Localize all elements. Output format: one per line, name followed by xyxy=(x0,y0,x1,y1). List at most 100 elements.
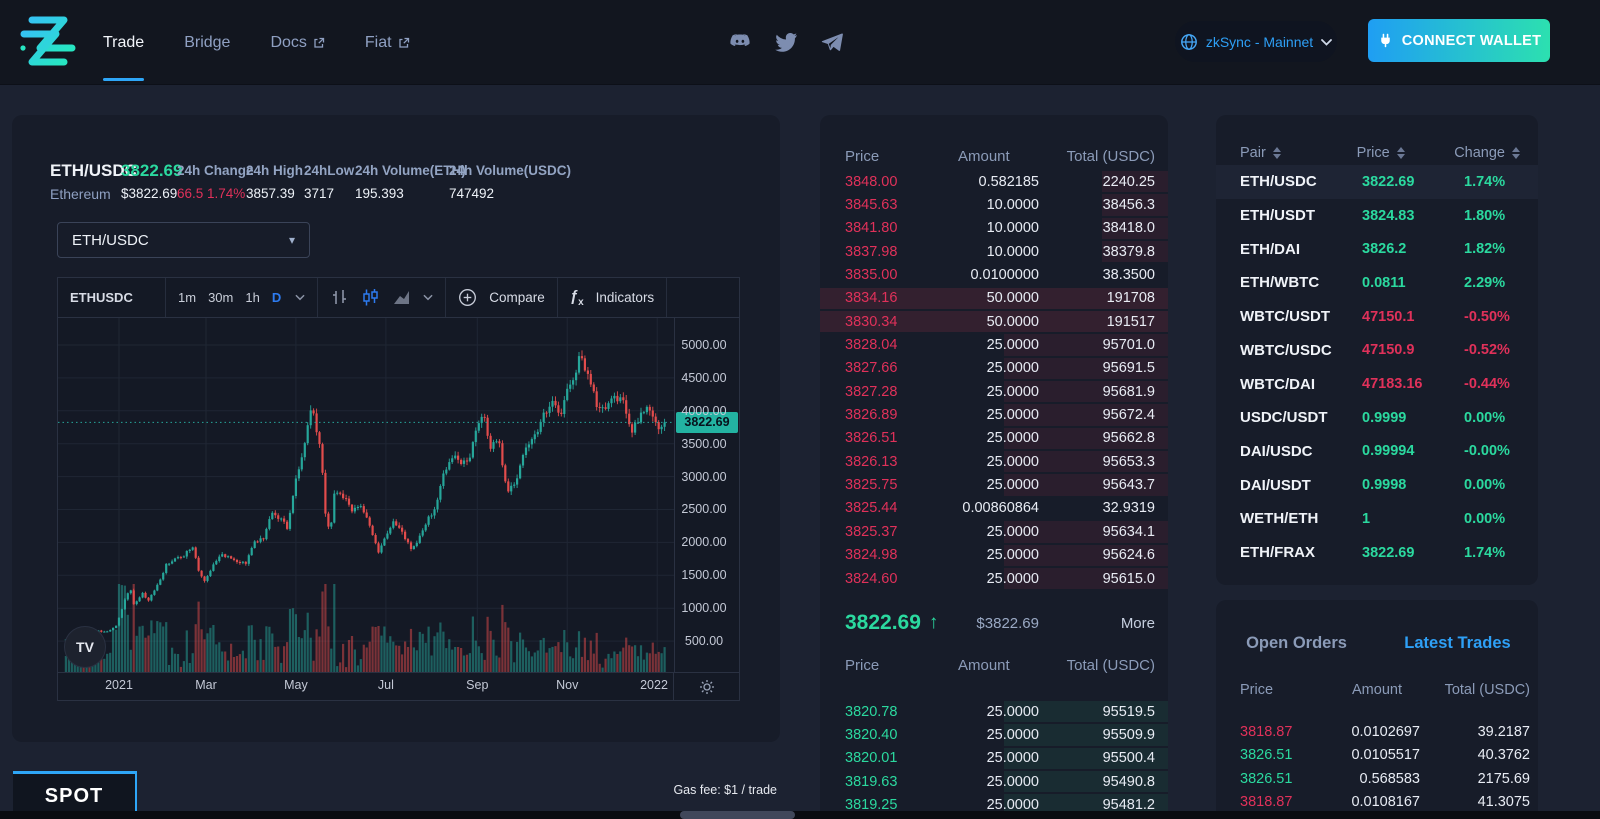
market-row-dai-usdc[interactable]: DAI/USDC 0.99994 -0.00% xyxy=(1216,435,1538,469)
depth-bar xyxy=(1004,567,1168,590)
more-link[interactable]: More xyxy=(1120,614,1155,632)
amount-cell: 0.0100000 xyxy=(970,267,1039,284)
chevron-down-icon[interactable] xyxy=(423,294,433,301)
chart-toolbar: ETHUSDC 1m 30m 1h D xyxy=(58,278,739,318)
market-row-eth-usdt[interactable]: ETH/USDT 3824.83 1.80% xyxy=(1216,199,1538,233)
price-cell: 3835.00 xyxy=(845,267,898,284)
trade-row[interactable]: 3818.87 0.0108167 41.3075 xyxy=(1240,791,1530,815)
total-cell: 95643.7 xyxy=(1102,477,1155,494)
trade-row[interactable]: 3826.51 0.568583 2175.69 xyxy=(1240,767,1530,791)
network-selector[interactable]: zkSync - Mainnet xyxy=(1175,21,1337,62)
market-row-wbtc-usdc[interactable]: WBTC/USDC 47150.9 -0.52% xyxy=(1216,334,1538,368)
compare-button[interactable]: Compare xyxy=(446,278,558,317)
bid-row[interactable]: 3819.25 25.0000 95481.2 xyxy=(820,793,1168,816)
ask-row[interactable]: 3824.98 25.0000 95624.6 xyxy=(820,544,1168,567)
ask-row[interactable]: 3830.34 50.0000 191517 xyxy=(820,310,1168,333)
market-row-eth-wbtc[interactable]: ETH/WBTC 0.0811 2.29% xyxy=(1216,266,1538,300)
market-price: 0.0811 xyxy=(1362,274,1406,291)
time-tick: Mar xyxy=(195,678,217,692)
market-pair: WBTC/USDT xyxy=(1240,308,1330,326)
price-tick: 3500.00 xyxy=(681,436,727,451)
timeframe-D[interactable]: D xyxy=(271,290,282,305)
last-price: 3822.69 xyxy=(845,611,921,634)
nav-link-bridge[interactable]: Bridge xyxy=(184,0,230,85)
trades-tabs: Open Orders Latest Trades xyxy=(1216,634,1538,653)
col-label: Price xyxy=(1356,145,1390,161)
ask-row[interactable]: 3826.13 25.0000 95653.3 xyxy=(820,450,1168,473)
price-axis[interactable]: 3822.69 5000.00 4500.00 4000.00 3500.00 3000… xyxy=(674,318,739,672)
twitter-icon[interactable] xyxy=(774,30,798,54)
compare-label: Compare xyxy=(489,290,545,305)
ask-row[interactable]: 3827.66 25.0000 95691.5 xyxy=(820,357,1168,380)
tab-open-orders[interactable]: Open Orders xyxy=(1246,634,1347,652)
chevron-down-icon[interactable] xyxy=(295,294,305,301)
bid-row[interactable]: 3820.78 25.0000 95519.5 xyxy=(820,700,1168,723)
amount-cell: 50.0000 xyxy=(986,313,1039,330)
market-row-dai-usdt[interactable]: DAI/USDT 0.9998 0.00% xyxy=(1216,468,1538,502)
markets-panel: Pair Price Change ETH/USDC 3822.69 1.74% ETH/… xyxy=(1216,115,1538,585)
discord-icon[interactable] xyxy=(728,30,752,54)
chart-pane[interactable]: TV xyxy=(58,318,674,672)
bars-style-icon[interactable] xyxy=(330,288,349,307)
candles-style-icon[interactable] xyxy=(361,288,380,307)
nav-link-docs[interactable]: Docs xyxy=(270,0,325,85)
timeframe-1h[interactable]: 1h xyxy=(245,290,260,305)
market-row-wbtc-dai[interactable]: WBTC/DAI 47183.16 -0.44% xyxy=(1216,367,1538,401)
nav-link-trade[interactable]: Trade xyxy=(103,0,145,85)
market-row-eth-frax[interactable]: ETH/FRAX 3822.69 1.74% xyxy=(1216,536,1538,570)
ask-row[interactable]: 3841.80 10.0000 38418.0 xyxy=(820,217,1168,240)
tradingview-logo-icon[interactable]: TV xyxy=(64,626,106,668)
price-cell: 3825.75 xyxy=(845,477,898,494)
market-row-usdc-usdt[interactable]: USDC/USDT 0.9999 0.00% xyxy=(1216,401,1538,435)
time-axis[interactable]: 2021 Mar May Jul Sep Nov 2022 xyxy=(58,672,739,700)
ask-row[interactable]: 3845.63 10.0000 38456.3 xyxy=(820,193,1168,216)
connect-wallet-button[interactable]: CONNECT WALLET xyxy=(1368,19,1550,62)
nav-link-fiat[interactable]: Fiat xyxy=(365,0,410,85)
total-cell: 2240.25 xyxy=(1102,173,1155,190)
ask-row[interactable]: 3824.60 25.0000 95615.0 xyxy=(820,567,1168,590)
market-row-wbtc-usdt[interactable]: WBTC/USDT 47150.1 -0.50% xyxy=(1216,300,1538,334)
bid-row[interactable]: 3820.01 25.0000 95500.4 xyxy=(820,747,1168,770)
area-style-icon[interactable] xyxy=(392,288,411,307)
bid-row[interactable]: 3819.63 25.0000 95490.8 xyxy=(820,770,1168,793)
depth-bar xyxy=(1004,404,1168,426)
market-change: 1.80% xyxy=(1464,207,1506,224)
ask-row[interactable]: 3825.37 25.0000 95634.1 xyxy=(820,520,1168,543)
ask-row[interactable]: 3825.44 0.00860864 32.9319 xyxy=(820,497,1168,520)
bid-row[interactable]: 3820.40 25.0000 95509.9 xyxy=(820,723,1168,746)
scrollbar-thumb[interactable] xyxy=(680,811,795,819)
ask-row[interactable]: 3834.16 50.0000 191708 xyxy=(820,287,1168,310)
ask-row[interactable]: 3837.98 10.0000 38379.8 xyxy=(820,240,1168,263)
col-price: Price xyxy=(1240,682,1274,698)
trade-row[interactable]: 3826.51 0.0105517 40.3762 xyxy=(1240,744,1530,768)
market-row-weth-eth[interactable]: WETH/ETH 1 0.00% xyxy=(1216,502,1538,536)
indicators-button[interactable]: ƒx Indicators xyxy=(558,278,668,317)
total-cell: 95681.9 xyxy=(1102,383,1155,400)
sort-icon[interactable] xyxy=(1272,147,1281,159)
timeframe-1m[interactable]: 1m xyxy=(178,290,197,305)
price-cell: 3845.63 xyxy=(845,197,898,214)
depth-bar xyxy=(1004,381,1168,403)
sort-icon[interactable] xyxy=(1396,147,1405,159)
pair-select-dropdown[interactable]: ETH/USDC ▾ xyxy=(57,222,310,258)
ask-row[interactable]: 3825.75 25.0000 95643.7 xyxy=(820,473,1168,496)
telegram-icon[interactable] xyxy=(820,30,844,54)
market-row-eth-usdc[interactable]: ETH/USDC 3822.69 1.74% xyxy=(1216,165,1538,199)
timeframe-30m[interactable]: 30m xyxy=(208,290,234,305)
ask-row[interactable]: 3848.00 0.582185 2240.25 xyxy=(820,170,1168,193)
ask-row[interactable]: 3835.00 0.0100000 38.3500 xyxy=(820,263,1168,286)
zigzag-logo-icon[interactable] xyxy=(16,9,80,75)
axis-settings-corner[interactable] xyxy=(673,673,739,700)
ask-row[interactable]: 3827.28 25.0000 95681.9 xyxy=(820,380,1168,403)
stat-value: 3717 xyxy=(304,186,335,201)
depth-bar xyxy=(1101,217,1168,240)
ask-row[interactable]: 3826.51 25.0000 95662.8 xyxy=(820,427,1168,450)
ask-row[interactable]: 3828.04 25.0000 95701.0 xyxy=(820,333,1168,356)
tab-latest-trades[interactable]: Latest Trades xyxy=(1404,634,1511,652)
ask-row[interactable]: 3826.89 25.0000 95672.4 xyxy=(820,403,1168,426)
market-change: -0.00% xyxy=(1464,443,1510,460)
trade-amount: 0.568583 xyxy=(1359,770,1420,787)
trade-row[interactable]: 3818.87 0.0102697 39.2187 xyxy=(1240,720,1530,744)
sort-icon[interactable] xyxy=(1512,147,1520,159)
market-row-eth-dai[interactable]: ETH/DAI 3826.2 1.82% xyxy=(1216,232,1538,266)
